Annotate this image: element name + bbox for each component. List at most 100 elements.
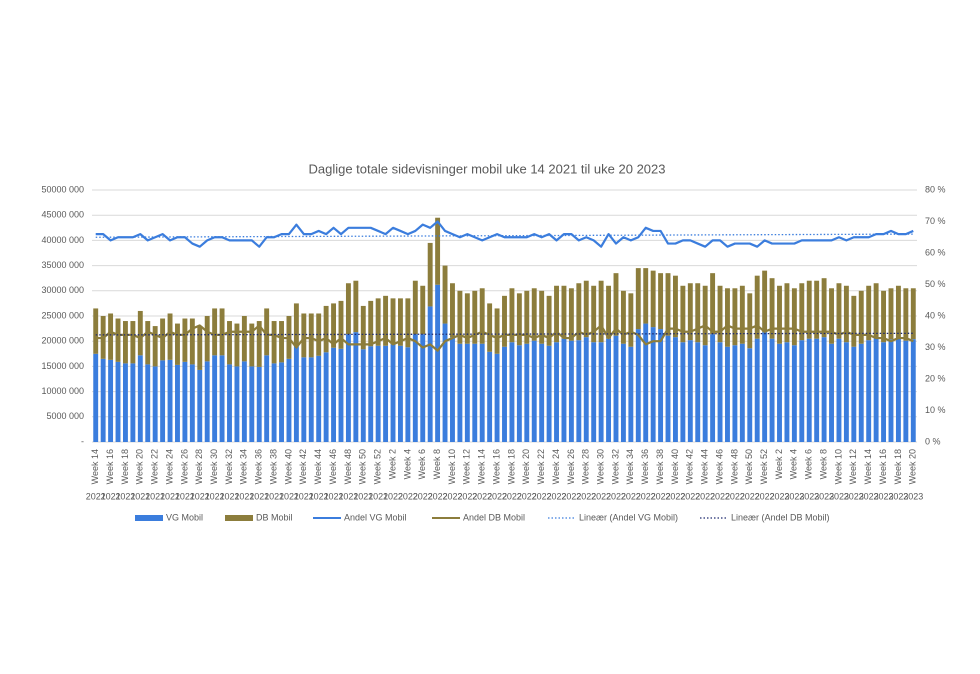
bar <box>821 278 827 338</box>
x-tick-label: Week 36 <box>640 449 650 484</box>
x-tick-label: Week 38 <box>268 449 278 484</box>
bar <box>412 334 418 442</box>
x-year-label: 2022 <box>636 491 656 501</box>
x-year-label: 2021 <box>175 491 195 501</box>
bar <box>435 284 441 442</box>
x-tick-label: Week 42 <box>685 449 695 484</box>
bar <box>687 340 693 442</box>
x-tick-label: Week 22 <box>536 449 546 484</box>
x-year-label: 2022 <box>740 491 760 501</box>
bar <box>301 313 307 358</box>
bar <box>308 313 314 358</box>
x-tick-label: Week 44 <box>700 449 710 484</box>
x-tick-label: Week 20 <box>521 449 531 484</box>
bar <box>204 316 210 362</box>
x-year-label: 2023 <box>859 491 879 501</box>
bar <box>613 335 619 442</box>
bar <box>829 288 834 344</box>
bar <box>390 298 396 345</box>
bar <box>866 340 872 442</box>
x-tick-label: Week 26 <box>566 449 576 484</box>
bar <box>791 288 797 346</box>
bar <box>910 339 916 442</box>
x-year-label: 2021 <box>294 491 314 501</box>
bar <box>739 285 745 344</box>
bar <box>249 323 255 367</box>
bar <box>516 293 522 346</box>
x-tick-label: Week 20 <box>908 449 918 484</box>
x-tick-label: Week 34 <box>239 449 249 484</box>
bar <box>353 332 359 442</box>
bar <box>479 343 485 442</box>
bar <box>353 280 359 333</box>
bar <box>554 285 559 343</box>
x-year-label: 2021 <box>145 491 165 501</box>
bar <box>650 327 656 442</box>
bar <box>494 308 500 354</box>
x-year-label: 2022 <box>710 491 730 501</box>
bar <box>539 290 545 344</box>
bar <box>234 366 240 442</box>
bar <box>130 321 136 364</box>
bar <box>494 353 500 442</box>
x-year-label: 2021 <box>264 491 284 501</box>
bar <box>368 300 374 347</box>
x-tick-label: Week 52 <box>373 449 383 484</box>
x-year-label: 2022 <box>413 491 433 501</box>
bar <box>197 326 203 370</box>
bar <box>420 285 426 335</box>
x-year-label: 2022 <box>621 491 641 501</box>
bar <box>769 278 775 339</box>
bar <box>739 343 745 442</box>
x-year-label: 2022 <box>561 491 581 501</box>
bar <box>108 313 114 360</box>
bar <box>390 344 396 442</box>
bar <box>888 339 894 442</box>
x-year-label: 2022 <box>428 491 448 501</box>
bar <box>100 358 106 442</box>
x-year-label: 2021 <box>368 491 388 501</box>
legend-swatch <box>225 515 253 521</box>
bar <box>487 351 493 442</box>
x-year-label: 2022 <box>547 491 567 501</box>
bar <box>539 343 545 442</box>
bar <box>873 337 879 442</box>
bar <box>732 288 738 346</box>
y2-tick-label: 70 % <box>925 216 946 226</box>
x-year-label: 2021 <box>353 491 373 501</box>
bar <box>175 323 180 365</box>
y2-tick-label: 60 % <box>925 247 946 257</box>
bar <box>516 345 522 442</box>
bar <box>383 345 389 442</box>
bar <box>858 343 864 442</box>
x-tick-label: Week 50 <box>744 449 754 484</box>
bar <box>182 318 188 362</box>
bar <box>241 361 247 442</box>
bar <box>338 348 344 442</box>
bar <box>836 283 842 339</box>
bar <box>487 303 493 352</box>
bar <box>762 270 768 333</box>
bar <box>405 298 411 348</box>
bar <box>784 342 790 442</box>
bar <box>472 290 478 344</box>
x-tick-label: Week 44 <box>313 449 323 484</box>
line <box>95 220 914 248</box>
bar <box>546 295 552 346</box>
x-tick-label: Week 16 <box>878 449 888 484</box>
legend-label: Lineær (Andel DB Mobil) <box>731 512 830 522</box>
bar <box>806 280 812 339</box>
x-year-label: 2023 <box>769 491 789 501</box>
bar <box>93 308 99 354</box>
bar <box>427 306 433 442</box>
bar <box>754 338 760 442</box>
bar <box>717 342 723 442</box>
x-year-label: 2022 <box>398 491 418 501</box>
bar <box>769 338 775 442</box>
x-year-label: 2023 <box>874 491 894 501</box>
bar <box>442 265 448 324</box>
x-year-label: 2022 <box>383 491 403 501</box>
x-tick-label: Week 16 <box>491 449 501 484</box>
x-tick-label: Week 14 <box>863 449 873 484</box>
bar <box>628 346 634 442</box>
